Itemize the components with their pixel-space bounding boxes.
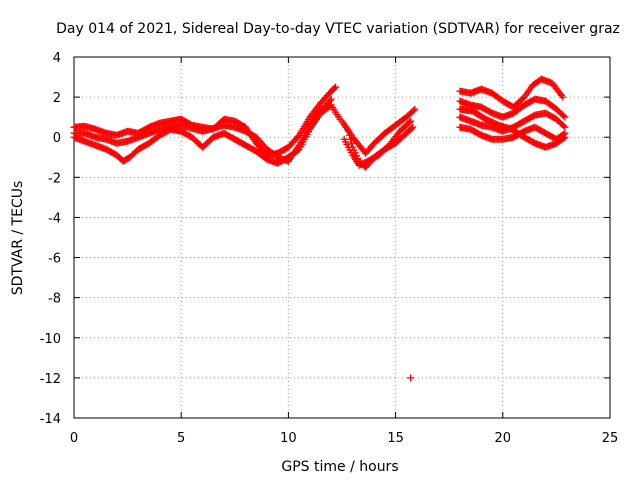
y-tick-label: -2 <box>48 171 61 186</box>
x-tick-label: 20 <box>495 431 512 446</box>
data-point <box>409 123 417 131</box>
y-tick-label: -14 <box>40 412 61 427</box>
data-point <box>407 124 415 132</box>
data-point <box>411 105 419 113</box>
y-tick-label: -6 <box>48 252 61 267</box>
data-point <box>560 112 568 120</box>
x-tick-labels: 0 5 10 15 20 25 <box>70 431 618 446</box>
x-tick-label: 0 <box>70 431 78 446</box>
y-tick-label: 0 <box>53 131 61 146</box>
data-point <box>330 84 338 92</box>
data-point <box>326 97 334 105</box>
y-tick-label: 2 <box>53 91 61 106</box>
chart-title: Day 014 of 2021, Sidereal Day-to-day VTE… <box>56 21 620 37</box>
data-points <box>70 75 569 382</box>
y-tick-label: -4 <box>48 211 61 226</box>
y-tick-label: -8 <box>48 292 61 307</box>
x-tick-label: 10 <box>280 431 297 446</box>
y-tick-label: -10 <box>40 332 61 347</box>
series-track-11 <box>456 105 569 151</box>
x-tick-label: 15 <box>387 431 404 446</box>
data-point <box>561 113 569 121</box>
data-point <box>407 117 415 125</box>
series-outlier <box>407 374 415 382</box>
data-point <box>405 118 413 126</box>
data-point <box>560 122 568 130</box>
x-tick-label: 5 <box>177 431 185 446</box>
data-point <box>561 133 569 141</box>
data-point <box>332 83 340 91</box>
data-point <box>327 95 335 103</box>
series-track-2 <box>70 101 344 167</box>
y-tick-label: -12 <box>40 372 61 387</box>
data-point <box>409 106 417 114</box>
series-track-8 <box>456 95 569 121</box>
data-point <box>559 93 567 101</box>
series-track-6 <box>340 117 415 169</box>
y-tick-labels: 4 2 0 -2 -4 -6 -8 -10 -12 -14 <box>40 51 61 427</box>
y-tick-label: 4 <box>53 51 61 66</box>
tick-marks <box>73 56 611 419</box>
x-tick-label: 25 <box>602 431 619 446</box>
series-track-3 <box>70 95 335 165</box>
data-point <box>407 374 415 382</box>
x-axis-label: GPS time / hours <box>281 459 398 475</box>
data-point <box>560 134 568 142</box>
y-axis-label: SDTVAR / TECUs <box>10 181 26 296</box>
data-point <box>294 133 302 141</box>
series-track-5 <box>342 105 419 157</box>
grid-lines <box>74 57 610 418</box>
plot-frame <box>73 56 611 419</box>
data-point <box>561 123 569 131</box>
series-track-7 <box>456 75 567 111</box>
data-point <box>348 139 356 147</box>
